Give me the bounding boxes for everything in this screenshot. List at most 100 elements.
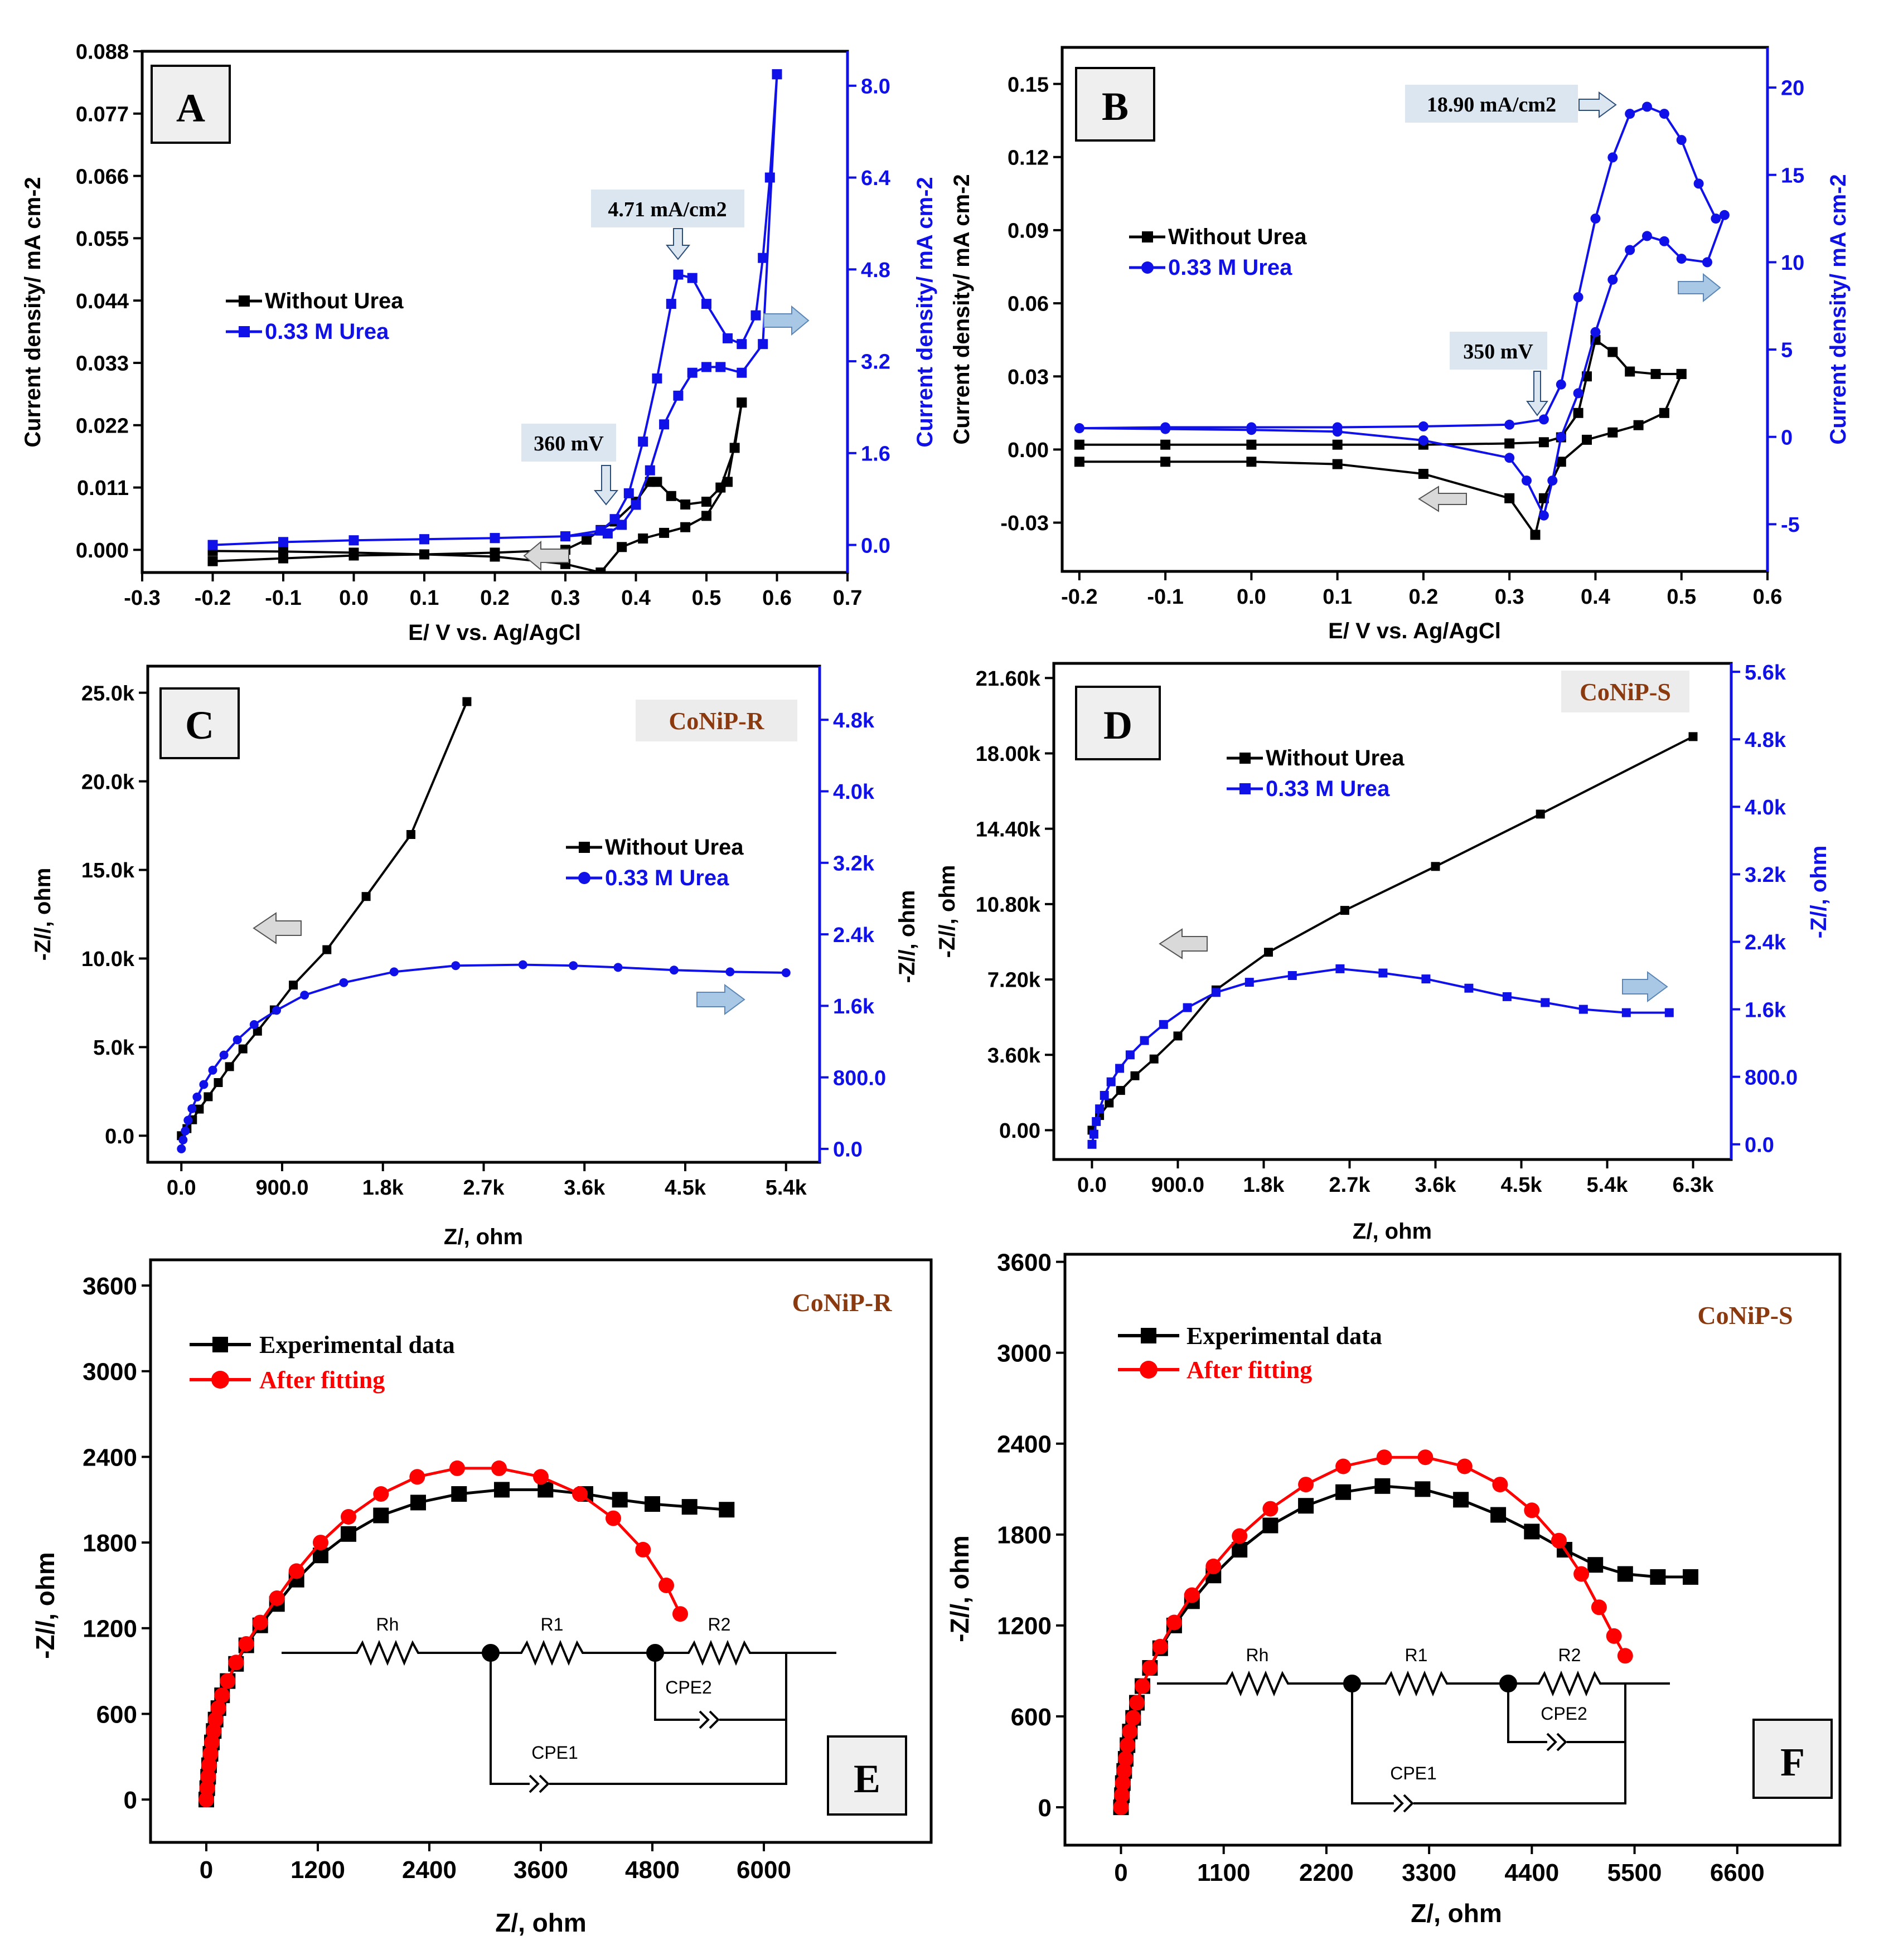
panel-b-frame — [1060, 46, 1769, 573]
panel-c-ytick-label: 5.0k — [93, 1036, 135, 1060]
panel-d-point-0-33-m-urea — [1664, 1008, 1674, 1017]
panel-c-series-line-0-33-m-urea — [180, 963, 786, 1149]
panel-a-point-0-33-m-urea — [687, 367, 698, 378]
panel-a-point-0-33-m-urea — [687, 273, 698, 283]
panel-a-point-0-33-m-urea — [645, 465, 655, 476]
panel-c-ytick-label: 25.0k — [81, 682, 135, 705]
panel-b-y2tick-label: -5 — [1781, 513, 1800, 537]
panel-a-point-without-urea — [638, 533, 648, 544]
panel-d-ytick-label: 0.00 — [999, 1119, 1040, 1143]
panel-b-point-without-urea — [1676, 368, 1687, 379]
panel-c-ytick-label: 0.0 — [105, 1125, 134, 1148]
panel-d-y2tick-label: 3.2k — [1745, 863, 1786, 887]
panel-a-ytick-label: 0.033 — [76, 352, 129, 376]
panel-c-y2tick-label: 1.6k — [833, 995, 875, 1018]
panel-b-point-0-33-m-urea — [1504, 453, 1515, 463]
panel-a-ytick-label: 0.000 — [76, 539, 129, 562]
panel-b-ytick-label: 0.03 — [1008, 366, 1049, 389]
panel-e-point-after-fitting — [202, 1746, 219, 1762]
panel-b-xtick-label: 0.5 — [1667, 585, 1696, 609]
panel-a-point-without-urea — [701, 497, 711, 507]
panel-f-point-after-fitting — [1417, 1449, 1434, 1466]
panel-b-point-without-urea — [1332, 439, 1343, 450]
panel-d-point-without-urea — [1130, 1071, 1140, 1080]
svg-text:Without Urea: Without Urea — [1266, 746, 1405, 770]
panel-d-legend: Without Urea 0.33 M Urea — [1227, 746, 1405, 801]
panel-d-point-0-33-m-urea — [1140, 1036, 1149, 1045]
panel-b-point-without-urea — [1556, 457, 1566, 467]
panel-d-point-0-33-m-urea — [1244, 978, 1254, 987]
panel-d-y2tick-label: 4.8k — [1745, 729, 1786, 752]
panel-f: 0 1100 2200 3300 4400 5500 6600 0 600 1200 1800 240… — [945, 1249, 1842, 1928]
panel-b-y2tick-label: 5 — [1781, 339, 1793, 362]
panel-b-ytick-label: 0.00 — [1008, 439, 1049, 462]
panel-b-y2tick-label: 15 — [1781, 164, 1804, 187]
panel-c-point-without-urea — [253, 1026, 262, 1036]
panel-a-point-0-33-m-urea — [623, 488, 634, 498]
panel-e-point-experimental-data — [494, 1482, 510, 1498]
panel-e-point-after-fitting — [533, 1469, 549, 1485]
panel-a-peak-annotation: 4.71 mA/cm2 — [608, 198, 727, 221]
panel-b-xtick-label: 0.6 — [1753, 585, 1783, 609]
panel-c-x-title: Z/, ohm — [444, 1225, 523, 1249]
panel-f-circuit-r2: R2 — [1558, 1645, 1581, 1665]
panel-c-ytick-label: 10.0k — [81, 948, 135, 971]
panel-b-point-0-33-m-urea — [1573, 388, 1583, 399]
panel-e-point-after-fitting — [210, 1700, 226, 1716]
panel-a-point-0-33-m-urea — [638, 436, 648, 447]
panel-f-point-after-fitting — [1298, 1477, 1314, 1493]
panel-c-point-0-33-m-urea — [187, 1104, 197, 1113]
panel-a-point-0-33-m-urea — [758, 253, 768, 263]
panel-c-series-line-without-urea — [180, 701, 468, 1137]
panel-f-point-after-fitting — [1524, 1502, 1540, 1518]
panel-e-xtick-label: 6000 — [737, 1856, 791, 1884]
panel-e-point-experimental-data — [645, 1496, 660, 1512]
panel-e-point-after-fitting — [491, 1460, 507, 1476]
panel-c-point-0-33-m-urea — [233, 1035, 242, 1045]
panel-e-point-experimental-data — [451, 1486, 467, 1502]
panel-f-point-after-fitting — [1573, 1566, 1590, 1582]
panel-c-y2tick-label: 800.0 — [833, 1066, 886, 1090]
panel-b-series-line-without-urea — [1079, 338, 1683, 536]
panel-a-point-without-urea — [680, 499, 691, 510]
panel-a-point-without-urea — [680, 522, 691, 532]
panel-d-xtick-label: 6.3k — [1673, 1173, 1715, 1197]
panel-d-point-0-33-m-urea — [1159, 1020, 1168, 1029]
panel-f-ytick-label: 600 — [1011, 1704, 1052, 1731]
panel-f-xtick-label: 0 — [1114, 1859, 1127, 1886]
panel-f-ytick-label: 0 — [1038, 1794, 1052, 1822]
panel-e-ytick-label: 600 — [96, 1701, 137, 1728]
panel-b-point-without-urea — [1582, 434, 1592, 445]
panel-a-point-0-33-m-urea — [659, 419, 670, 430]
panel-f-legend: Experimental data After fitting — [1118, 1322, 1382, 1384]
panel-d-point-0-33-m-urea — [1541, 998, 1550, 1007]
panel-b-ytick-label: 0.12 — [1008, 146, 1049, 169]
panel-c-y2tick-label: 4.0k — [833, 780, 875, 804]
panel-c-point-0-33-m-urea — [177, 1144, 186, 1153]
svg-text:0.33 M Urea: 0.33 M Urea — [265, 319, 389, 344]
panel-e-point-experimental-data — [719, 1502, 735, 1518]
panel-a-frame — [141, 50, 849, 574]
panel-f-point-after-fitting — [1113, 1799, 1129, 1816]
panel-b-ytick-label: -0.03 — [1000, 512, 1049, 535]
panel-e-ytick-label: 3600 — [83, 1273, 137, 1300]
panel-c-point-0-33-m-urea — [219, 1050, 229, 1060]
panel-f-point-after-fitting — [1166, 1614, 1182, 1631]
panel-f-frame — [1063, 1253, 1842, 1847]
panel-a-ytick-label: 0.044 — [76, 290, 129, 313]
panel-f-point-experimental-data — [1415, 1481, 1431, 1497]
panel-f-point-after-fitting — [1120, 1737, 1136, 1753]
panel-c-point-0-33-m-urea — [669, 966, 679, 975]
panel-a-x-title: E/ V vs. Ag/AgCl — [408, 620, 581, 645]
svg-text:Experimental data: Experimental data — [1187, 1322, 1382, 1350]
panel-d-point-0-33-m-urea — [1578, 1005, 1588, 1014]
panel-f-point-experimental-data — [1524, 1524, 1540, 1540]
panel-e-circuit-cpe1: CPE1 — [531, 1743, 578, 1763]
panel-b-xtick-label: 0.4 — [1581, 585, 1610, 609]
panel-b-y2-title: Current density/ mA cm-2 — [1826, 174, 1851, 444]
panel-a-ytick-label: 0.022 — [76, 414, 129, 438]
panel-c-point-without-urea — [462, 697, 472, 706]
panel-c-y-title: -Z//, ohm — [31, 868, 55, 961]
panel-f-point-experimental-data — [1683, 1569, 1698, 1585]
panel-a-point-without-urea — [419, 549, 429, 560]
